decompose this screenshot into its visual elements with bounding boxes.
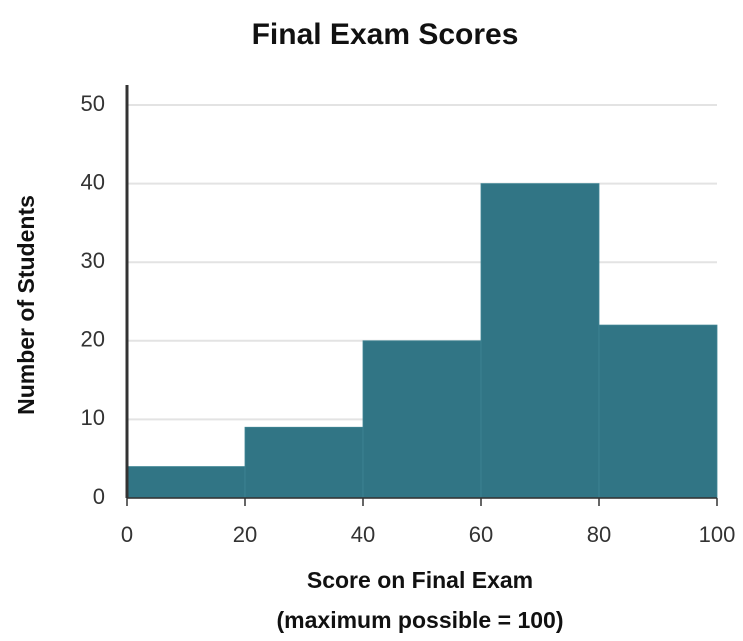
y-tick-label: 20 [81, 327, 105, 352]
y-tick-label: 50 [81, 91, 105, 116]
x-axis-label: Score on Final Exam [307, 567, 533, 593]
y-tick-label: 30 [81, 248, 105, 273]
chart-title: Final Exam Scores [252, 18, 519, 51]
x-tick-label: 20 [233, 522, 257, 547]
bar [480, 183, 600, 499]
bar [598, 324, 718, 499]
bar [362, 340, 482, 499]
bar [126, 466, 246, 499]
y-tick-label: 0 [93, 484, 105, 509]
y-tick-label: 40 [81, 169, 105, 194]
x-tick-label: 40 [351, 522, 375, 547]
x-tick-label: 60 [469, 522, 493, 547]
x-tick-label: 0 [121, 522, 133, 547]
x-axis-label: (maximum possible = 100) [277, 607, 564, 633]
x-tick-label: 100 [699, 522, 736, 547]
x-tick-label: 80 [587, 522, 611, 547]
y-tick-label: 10 [81, 405, 105, 430]
y-axis-label: Number of Students [13, 195, 39, 415]
bar [244, 426, 364, 499]
